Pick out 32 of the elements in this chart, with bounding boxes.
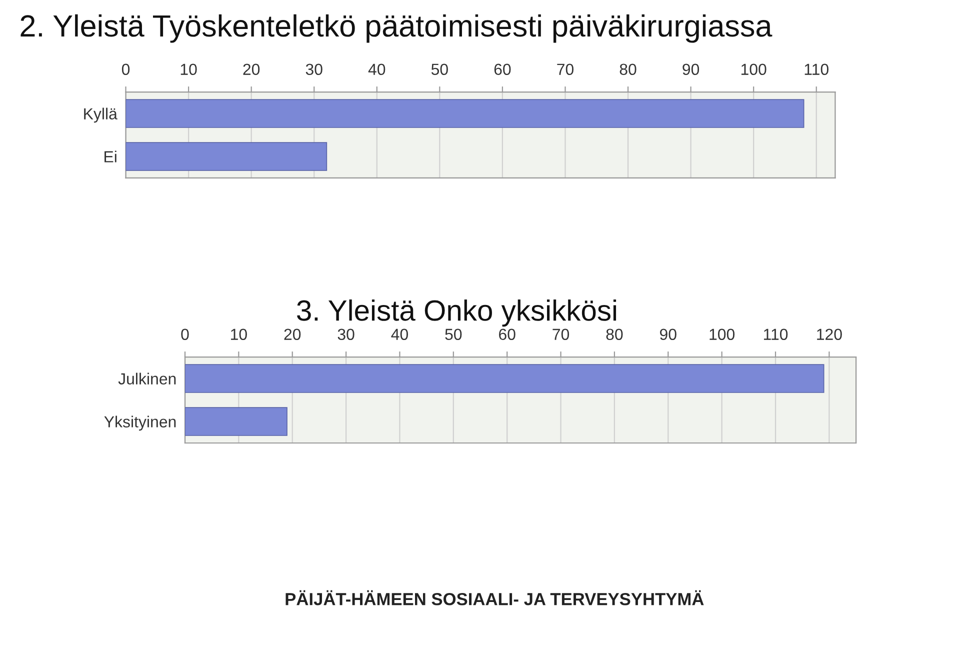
x-tick-label: 80 bbox=[606, 328, 623, 340]
text: PÄIJÄT-HÄMEEN SOSIAALI- JA TERVEYSYHTYMÄ bbox=[286, 590, 704, 606]
x-tick-label: 120 bbox=[817, 328, 842, 340]
x-tick-label: 0 bbox=[181, 328, 189, 340]
x-tick-label: 60 bbox=[494, 64, 511, 76]
x-tick-label: 80 bbox=[620, 64, 636, 76]
x-tick-label: 50 bbox=[431, 64, 448, 76]
y-tick-label: Kyllä bbox=[84, 108, 118, 123]
x-tick-label: 30 bbox=[306, 64, 322, 76]
x-tick-label: 110 bbox=[764, 328, 788, 340]
x-tick-label: 10 bbox=[180, 64, 197, 76]
chart-title: 2. Yleistä Työskenteletkö päätoimisesti päiväkirurgiassa bbox=[20, 14, 772, 43]
x-tick-label: 40 bbox=[368, 64, 386, 76]
x-tick-label: 90 bbox=[660, 328, 676, 340]
chart-title: 3. Yleistä Onko yksikkösi bbox=[297, 299, 616, 327]
y-tick-label: Yksityinen bbox=[104, 416, 176, 431]
x-tick-label: 70 bbox=[552, 328, 570, 340]
x-tick-label: 90 bbox=[682, 64, 700, 76]
x-tick-label: 50 bbox=[445, 328, 462, 340]
x-tick-label: 20 bbox=[243, 64, 260, 76]
x-tick-label: 40 bbox=[391, 328, 408, 340]
y-tick-label: Ei bbox=[104, 150, 116, 162]
x-tick-label: 30 bbox=[338, 328, 354, 340]
x-tick-label: 100 bbox=[741, 64, 766, 76]
x-tick-label: 70 bbox=[557, 64, 574, 76]
y-tick-label: Julkinen bbox=[118, 372, 176, 384]
x-tick-label: 10 bbox=[231, 328, 247, 340]
x-tick-label: 110 bbox=[804, 64, 828, 76]
x-tick-label: 60 bbox=[499, 328, 516, 340]
x-tick-label: 0 bbox=[122, 64, 130, 76]
x-tick-label: 20 bbox=[284, 328, 301, 340]
x-tick-label: 100 bbox=[710, 328, 735, 340]
